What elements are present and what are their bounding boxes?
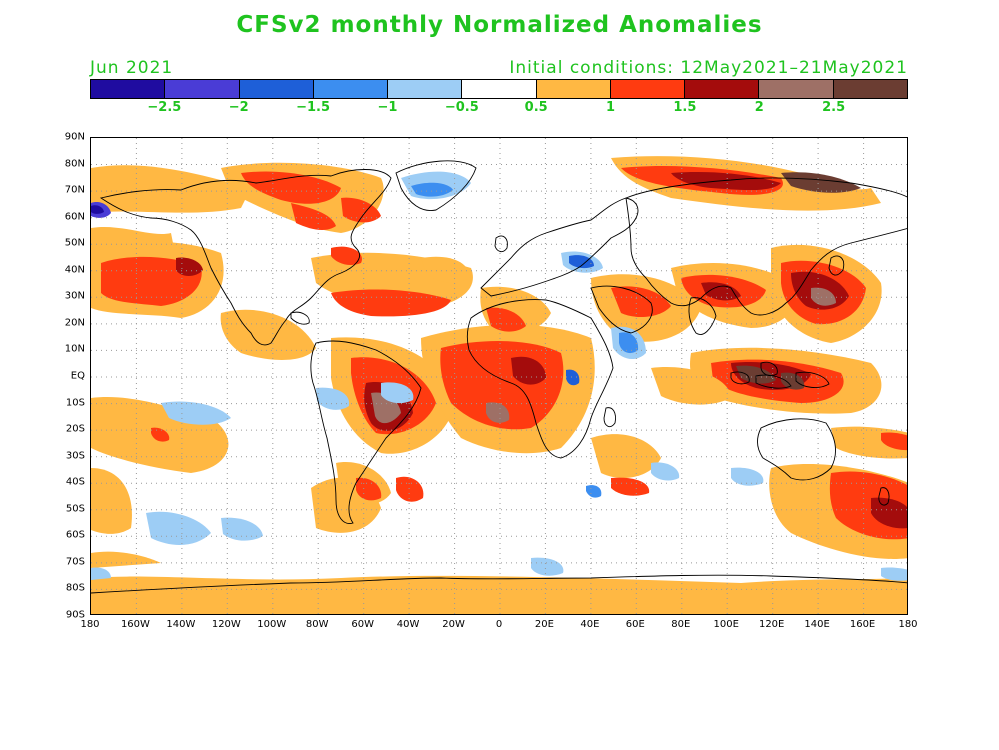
longitude-label: 40W [396,619,420,630]
colorbar-tick-label: −0.5 [444,100,479,115]
anomaly-fields [91,156,907,614]
colorbar-segment [91,80,166,98]
colorbar [90,79,908,99]
longitude-label: 100W [257,619,287,630]
longitude-label: 140E [804,619,830,630]
latitude-label: 50S [65,503,85,515]
colorbar-tick-label: 2 [754,100,764,115]
colorbar-tick-label: −2.5 [147,100,182,115]
colorbar-segment [536,80,611,98]
latitude-label: 40S [65,476,85,488]
latitude-label: 50N [64,237,85,249]
longitude-label: 180 [898,619,918,630]
longitude-label: 120W [211,619,241,630]
colorbar-segment [833,80,907,98]
colorbar-segment [462,80,537,98]
colorbar-segment [313,80,389,98]
map-canvas [91,138,907,614]
longitude-label: 140W [166,619,196,630]
colorbar-segment [610,80,686,98]
latitude-label: 60S [65,529,85,541]
latitude-label: 30S [65,450,85,462]
colorbar-segment [685,80,760,98]
latitude-label: 10S [65,397,85,409]
colorbar-segment [388,80,463,98]
longitude-label: 40E [580,619,600,630]
longitude-label: 80W [305,619,329,630]
colorbar-tick-label: −1 [377,100,398,115]
coastlines [91,160,907,594]
latitude-label: 20S [65,423,85,435]
longitude-label: 20E [534,619,554,630]
colorbar-tick-label: 2.5 [822,100,846,115]
colorbar-tick-label: −2 [228,100,249,115]
latitude-label: 80S [65,582,85,594]
longitude-label: 60E [625,619,645,630]
initial-conditions: Initial conditions: 12May2021–21May2021 [509,58,908,78]
longitude-label: 100E [713,619,739,630]
latitude-label: 80N [64,158,85,170]
longitude-label: 80E [671,619,691,630]
longitude-label: 120E [758,619,785,630]
latitude-label: 10N [64,343,85,355]
colorbar-segment [239,80,314,98]
longitude-label: 0 [495,619,503,630]
latitude-label: 40N [64,264,85,276]
latitude-label: EQ [70,370,85,382]
latitude-label: 90N [64,131,85,143]
colorbar-tick-label: −1.5 [296,100,331,115]
colorbar-tick-label: 1 [606,100,616,115]
latitude-label: 60N [64,211,85,223]
longitude-label: 20W [442,619,465,630]
latitude-label: 90S [65,609,85,621]
longitude-label: 180 [80,619,100,630]
latitude-label: 70N [64,184,85,196]
longitude-label: 160W [120,619,150,630]
colorbar-tick-label: 0.5 [524,100,548,115]
colorbar-segment [759,80,834,98]
anomaly-map [90,137,908,615]
longitude-label: 60W [351,619,374,630]
colorbar-segment [165,80,240,98]
forecast-month: Jun 2021 [90,58,174,78]
latitude-label: 20N [64,317,85,329]
colorbar-tick-label: 1.5 [673,100,697,115]
latitude-label: 30N [64,290,85,302]
longitude-label: 160E [849,619,876,630]
map-title: CFSv2 monthly Normalized Anomalies [236,12,763,38]
latitude-label: 70S [65,556,85,568]
